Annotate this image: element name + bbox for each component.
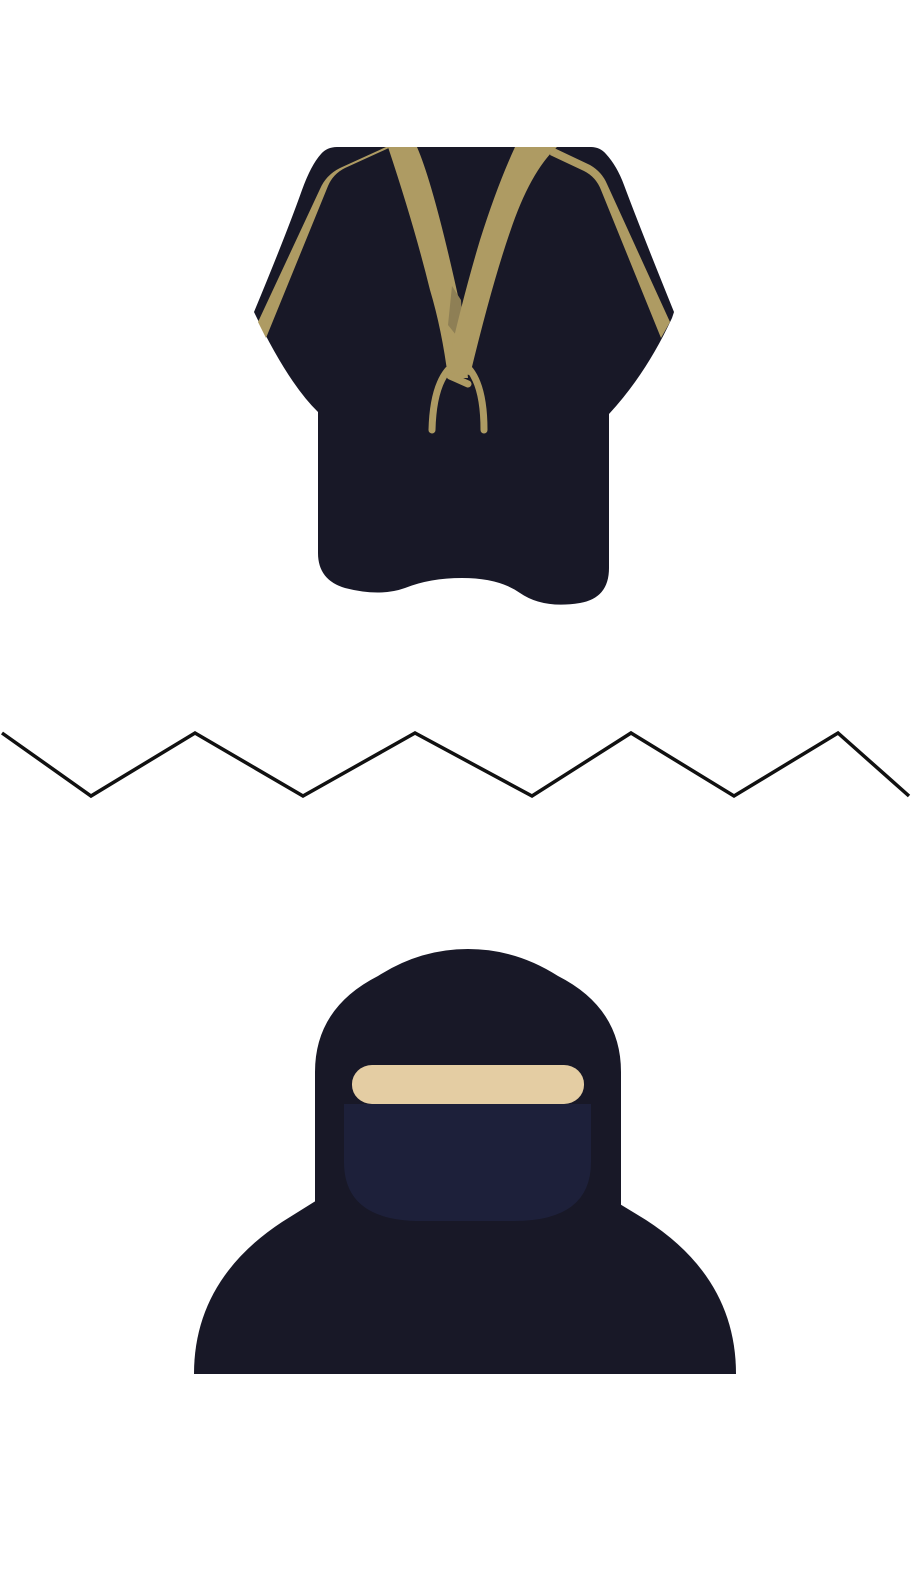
zigzag-divider xyxy=(0,730,911,799)
niqab-veil xyxy=(344,1104,591,1221)
right-placket xyxy=(446,147,557,375)
face-eye-slit xyxy=(352,1065,584,1104)
niqab-figure-icon xyxy=(194,949,736,1374)
left-placket xyxy=(388,147,468,378)
right-sleeve-trim xyxy=(550,147,670,338)
abaya-robe-icon xyxy=(254,147,674,605)
left-sleeve-trim xyxy=(258,147,391,338)
belt-tie xyxy=(428,366,488,434)
